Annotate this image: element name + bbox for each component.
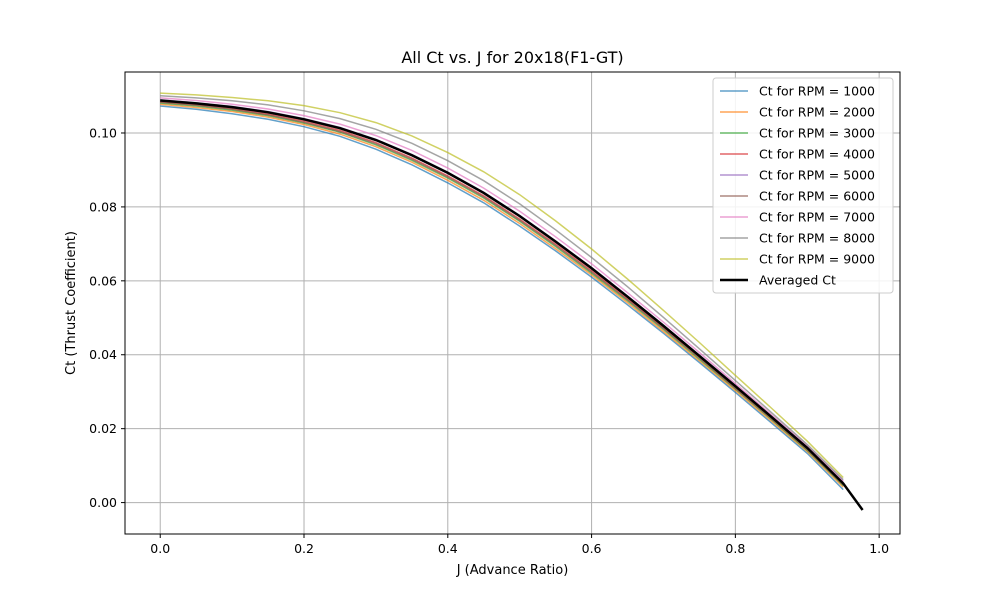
chart-title: All Ct vs. J for 20x18(F1-GT) <box>401 48 623 67</box>
x-tick-label: 0.4 <box>438 541 458 556</box>
legend-label: Ct for RPM = 2000 <box>759 105 875 120</box>
y-tick-label: 0.08 <box>89 199 117 214</box>
plot-frame <box>124 71 901 535</box>
series-line <box>160 105 844 491</box>
y-tick-label: 0.02 <box>89 421 117 436</box>
x-tick-label: 0.6 <box>582 541 602 556</box>
legend-label: Ct for RPM = 4000 <box>759 147 875 162</box>
legend-label: Ct for RPM = 5000 <box>759 168 875 183</box>
y-tick-label: 0.00 <box>89 495 117 510</box>
x-tick-label: 0.0 <box>150 541 170 556</box>
legend-label: Ct for RPM = 7000 <box>759 210 875 225</box>
legend-label: Ct for RPM = 6000 <box>759 189 875 204</box>
y-axis-label: Ct (Thrust Coefficient) <box>64 231 79 375</box>
y-tick-label: 0.10 <box>89 125 117 140</box>
series-line <box>160 103 844 488</box>
averaged-line <box>160 99 864 511</box>
series-line <box>160 101 844 486</box>
legend-label: Ct for RPM = 9000 <box>759 252 875 267</box>
y-tick-label: 0.04 <box>89 347 117 362</box>
legend-label: Ct for RPM = 8000 <box>759 231 875 246</box>
legend-label: Ct for RPM = 3000 <box>759 126 875 141</box>
legend-label: Ct for RPM = 1000 <box>759 84 875 99</box>
x-tick-label: 0.8 <box>725 541 745 556</box>
legend: Ct for RPM = 1000 Ct for RPM = 2000 Ct for… <box>712 77 894 294</box>
x-tick-label: 0.2 <box>294 541 314 556</box>
legend-box <box>712 77 894 294</box>
x-tick-label: 1.0 <box>869 541 889 556</box>
legend-label: Averaged Ct <box>759 273 836 288</box>
x-axis-label: J (Advance Ratio) <box>456 563 569 578</box>
series-line <box>160 94 844 481</box>
series-line <box>160 97 844 482</box>
y-tick-label: 0.06 <box>89 273 117 288</box>
ticks: 0.0 0.2 0.4 0.6 0.8 1.0 0.00 0.02 0.04 0.06 0.08 0.… <box>89 125 889 556</box>
series-lines <box>160 92 864 511</box>
series-line <box>160 92 844 479</box>
